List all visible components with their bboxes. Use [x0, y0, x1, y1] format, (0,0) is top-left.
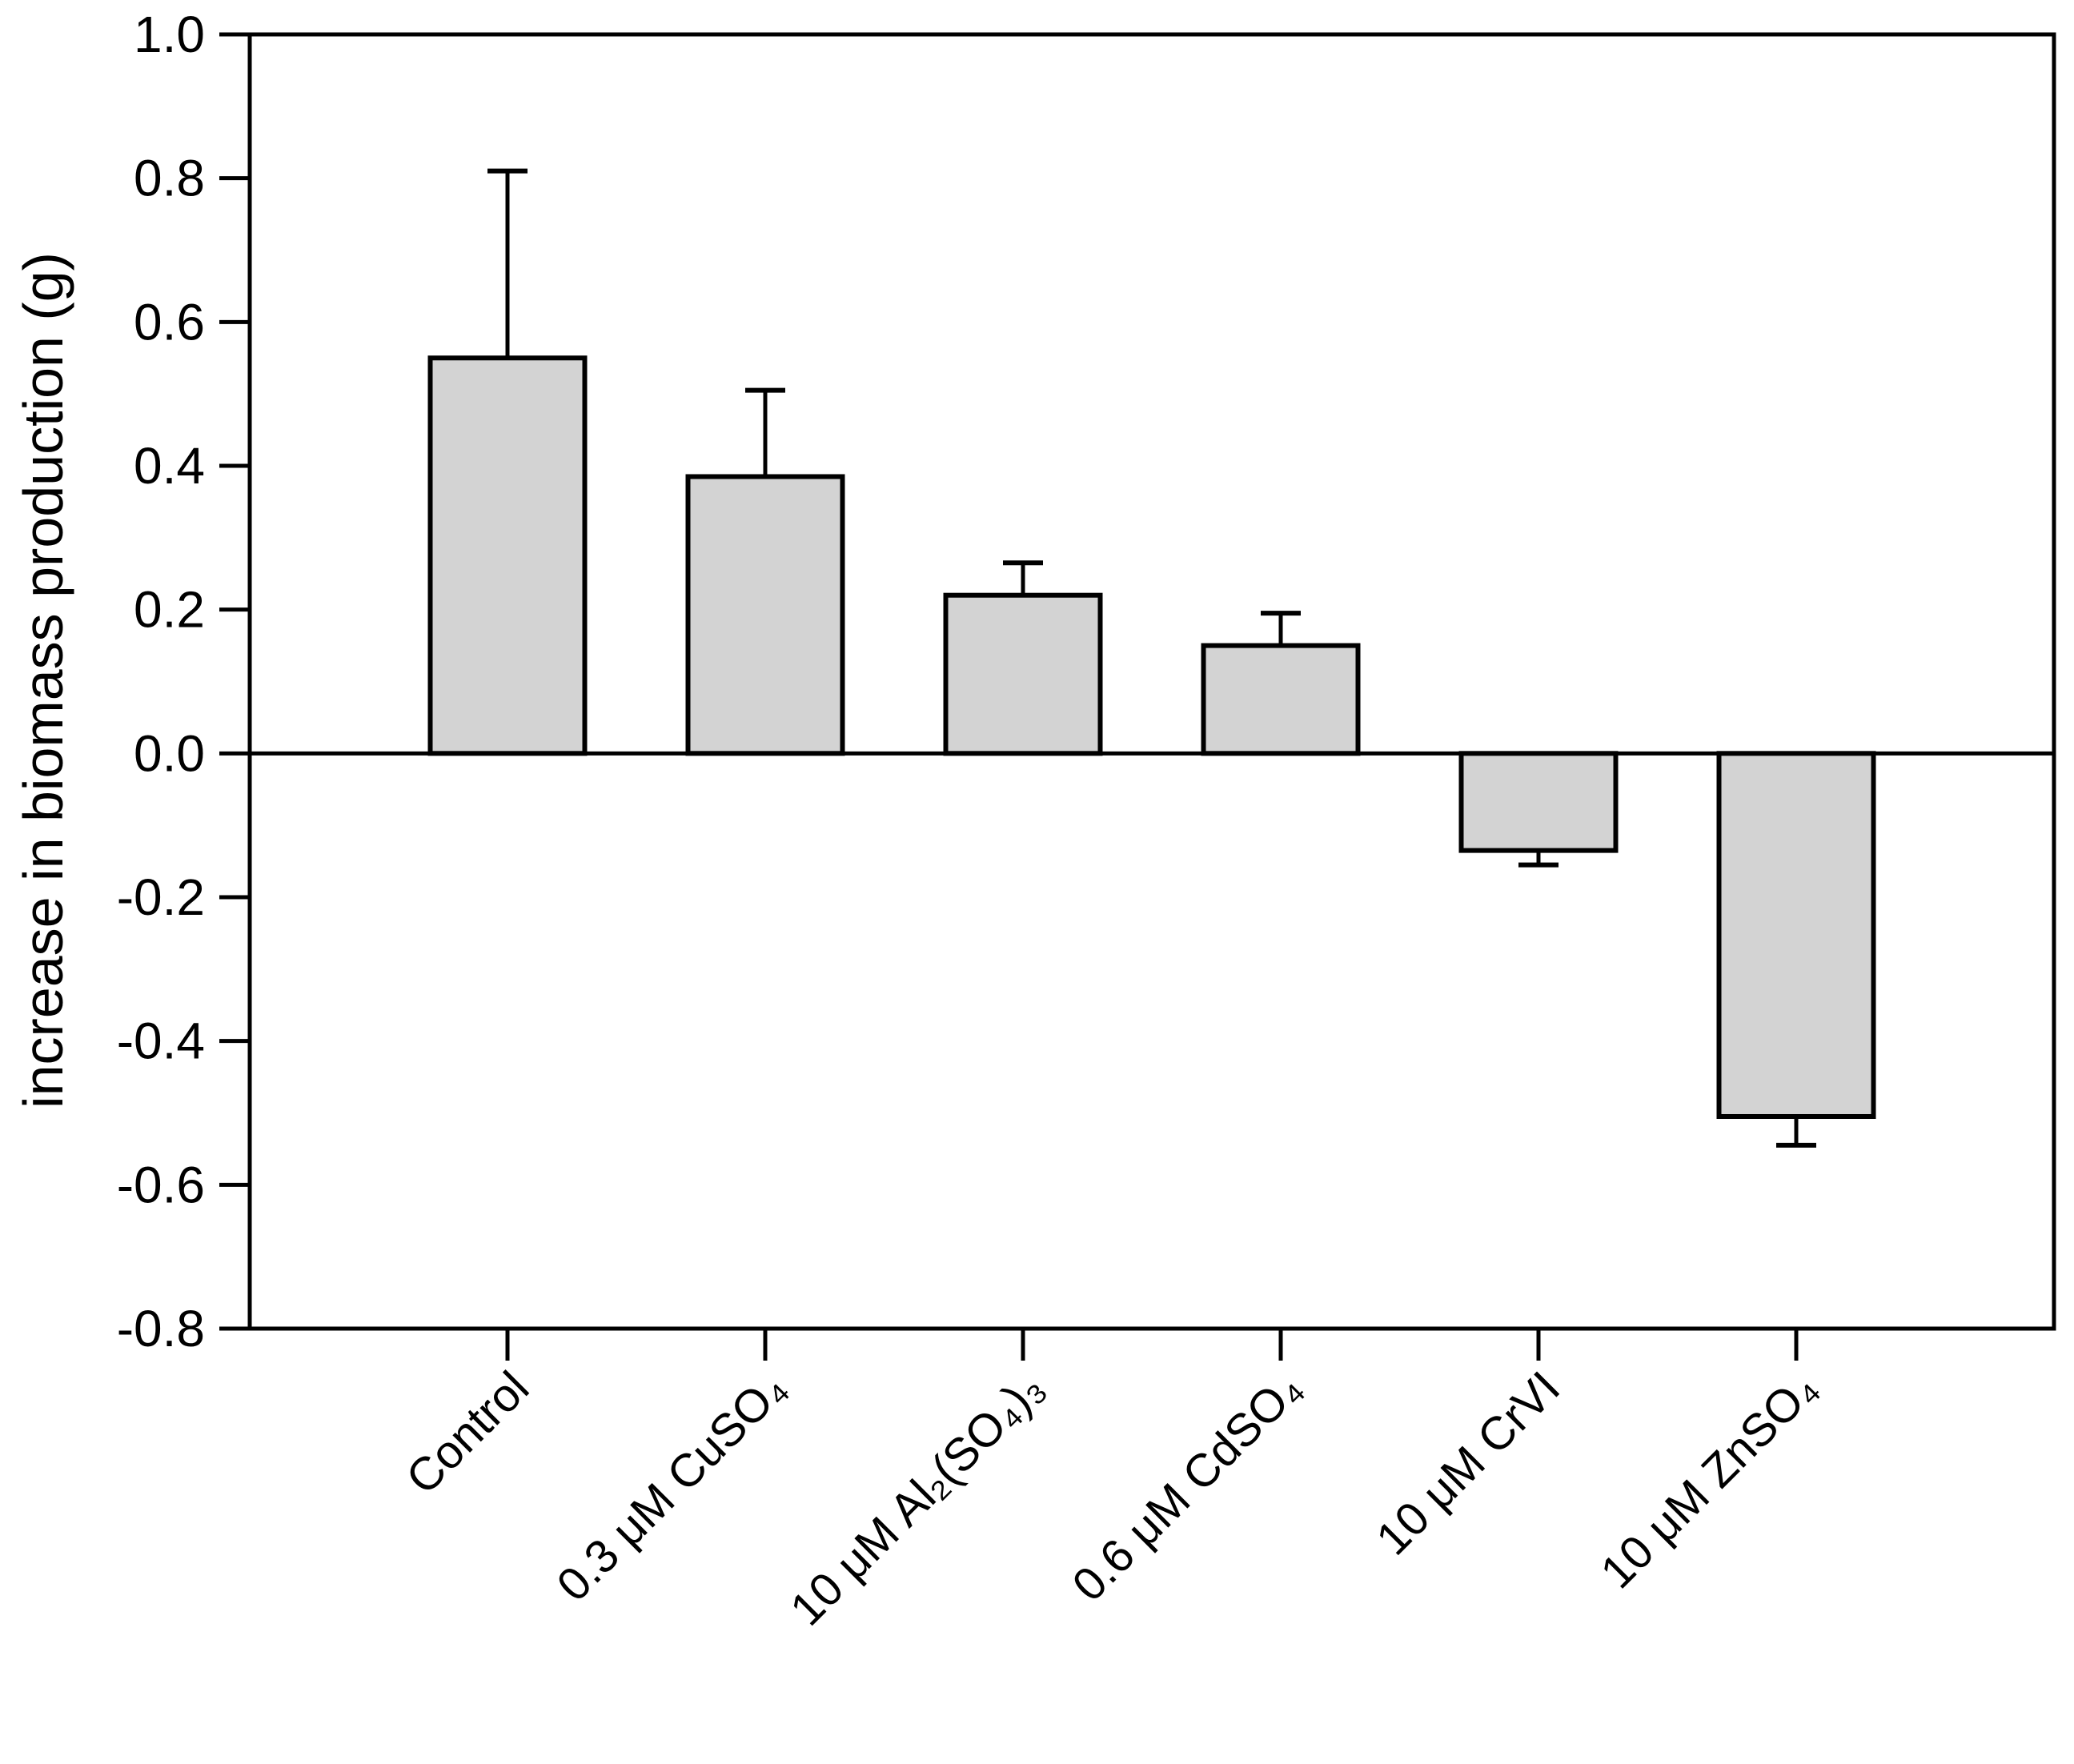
y-tick-label: -0.4 [117, 1012, 205, 1070]
x-category-label: 10 μM CrVI [1366, 1361, 1570, 1565]
bar [1716, 751, 1876, 1119]
y-tick-label: 0.6 [134, 293, 205, 351]
bar [685, 474, 845, 756]
plot-frame [247, 32, 2056, 1331]
bar [1201, 643, 1361, 756]
y-tick-label: -0.8 [117, 1300, 205, 1357]
bar [427, 355, 588, 756]
y-tick-label: 0.4 [134, 437, 205, 495]
bar [943, 592, 1103, 756]
y-tick-label: 0.2 [134, 581, 205, 639]
y-tick-label: 0.8 [134, 150, 205, 207]
y-tick-label: 0.0 [134, 724, 205, 782]
x-category-label: Control [396, 1361, 539, 1504]
y-axis-label: increase in biomass production (g) [12, 252, 74, 1109]
y-tick-label: 1.0 [134, 6, 205, 63]
y-tick-label: -0.6 [117, 1156, 205, 1213]
x-category-label: 10 μM ZnSO₄ [1591, 1361, 1827, 1598]
x-category-label: 10 μM Al₂(SO₄)₃ [780, 1361, 1054, 1635]
x-category-label: 0.3 μM CuSO₄ [547, 1361, 796, 1611]
y-tick-label: -0.2 [117, 868, 205, 926]
x-category-label: 0.6 μM CdSO₄ [1062, 1361, 1312, 1611]
bar [1458, 751, 1619, 853]
